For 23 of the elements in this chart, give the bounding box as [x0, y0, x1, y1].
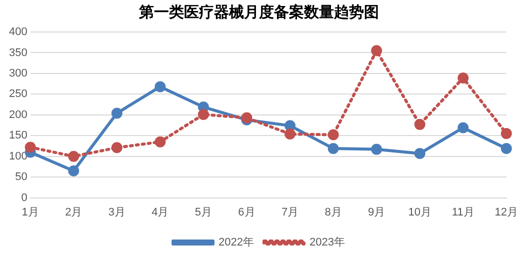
x-tick-label: 6月: [238, 206, 256, 218]
x-tick-label: 7月: [281, 206, 299, 218]
chart-title: 第一类医疗器械月度备案数量趋势图: [138, 2, 379, 21]
legend-label: 2022年: [218, 236, 254, 249]
x-tick-label: 5月: [194, 206, 212, 218]
y-tick-label: 0: [21, 192, 28, 204]
y-tick-label: 50: [15, 171, 28, 184]
y-tick-label: 400: [8, 26, 28, 38]
y-tick-label: 150: [8, 130, 28, 142]
y-tick-label: 200: [8, 108, 28, 121]
x-tick-label: 11月: [452, 206, 474, 218]
x-tick-label: 12月: [494, 206, 518, 218]
y-tick-label: 250: [8, 88, 28, 100]
x-tick-label: 3月: [108, 206, 126, 218]
x-tick-label: 10月: [408, 206, 432, 218]
x-tick-label: 1月: [22, 206, 39, 218]
x-tick-label: 9月: [368, 206, 386, 218]
x-tick-label: 2月: [65, 206, 82, 218]
y-tick-label: 350: [8, 46, 28, 59]
x-tick-label: 8月: [324, 206, 342, 218]
legend-label: 2023年: [310, 236, 345, 249]
y-tick-label: 300: [8, 67, 28, 80]
x-tick-label: 4月: [152, 206, 169, 218]
